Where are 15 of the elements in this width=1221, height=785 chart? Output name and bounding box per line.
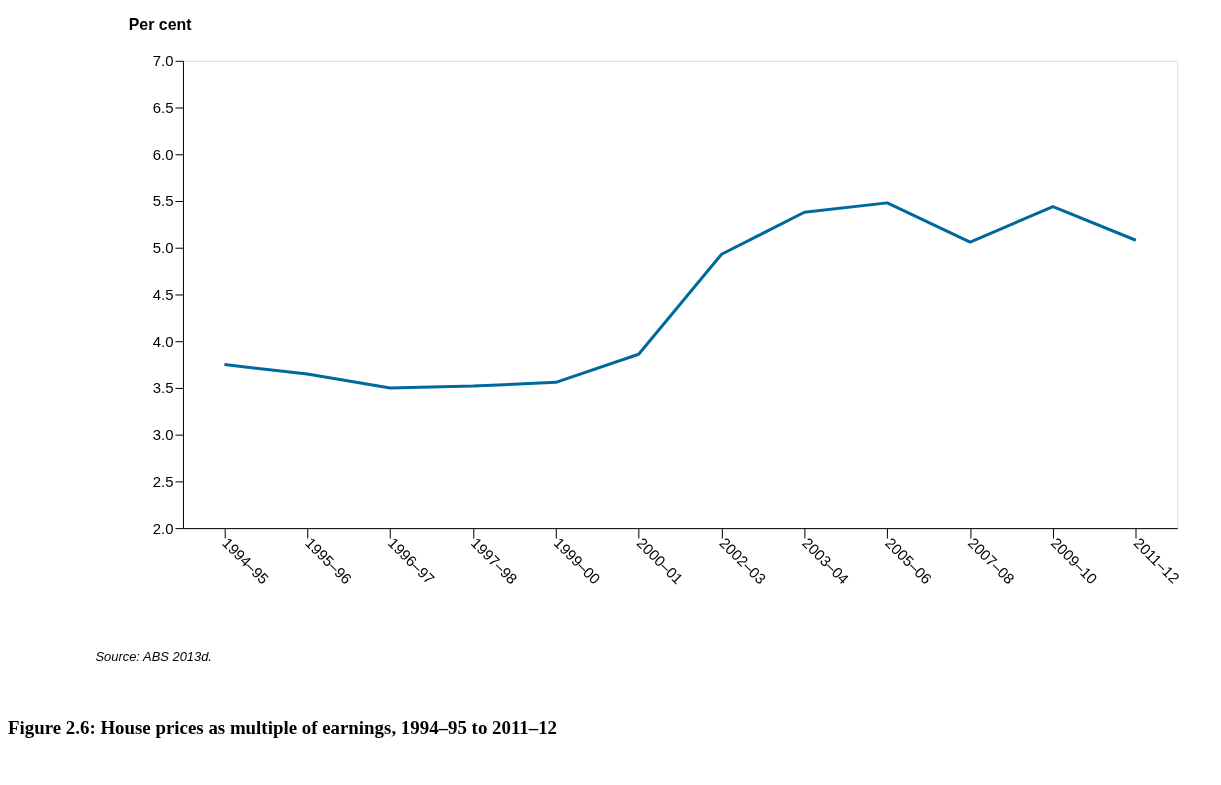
y-tick-label: 2.5 bbox=[152, 473, 174, 490]
y-tick-label: 2.0 bbox=[152, 520, 174, 537]
y-tick-label: 4.0 bbox=[152, 333, 174, 350]
y-tick-label: 4.5 bbox=[152, 286, 174, 303]
y-tick-label: 5.0 bbox=[152, 240, 174, 257]
y-tick-label: 7.0 bbox=[152, 53, 174, 70]
y-axis-title: Per cent bbox=[128, 16, 193, 34]
y-tick-label: 3.0 bbox=[152, 427, 174, 444]
y-tick-label: 6.5 bbox=[152, 100, 174, 116]
y-tick-label: 5.5 bbox=[152, 193, 174, 210]
y-tick-label: 3.5 bbox=[152, 380, 174, 397]
y-tick-label: 6.0 bbox=[152, 146, 174, 163]
text: Figure 2.6: House prices as multiple of earnings, 1994–95 to 2011–12 bbox=[7, 716, 558, 738]
source-note: Source: ABS 2013d. bbox=[95, 649, 212, 665]
line-series bbox=[222, 201, 1138, 390]
